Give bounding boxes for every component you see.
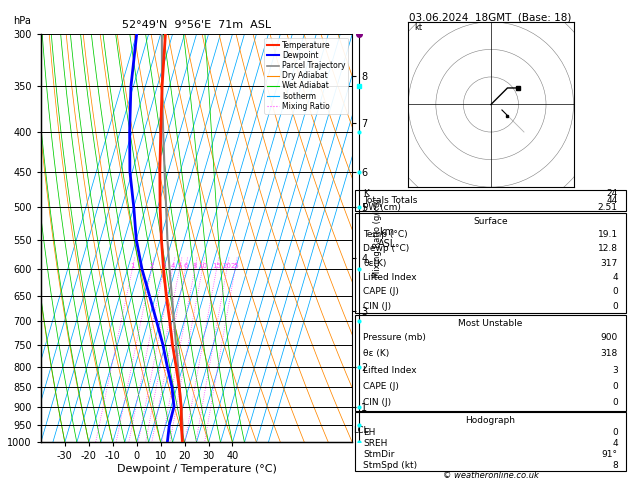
Text: 2: 2	[150, 263, 154, 269]
Text: Surface: Surface	[473, 217, 508, 226]
Bar	[355, 190, 626, 211]
Text: kt: kt	[414, 23, 422, 32]
Text: 900: 900	[601, 333, 618, 342]
Text: 0: 0	[612, 382, 618, 391]
Text: 24: 24	[606, 189, 618, 198]
Text: 0: 0	[612, 302, 618, 311]
Text: © weatheronline.co.uk: © weatheronline.co.uk	[443, 471, 538, 480]
Text: Lifted Index: Lifted Index	[364, 273, 417, 282]
Text: 3: 3	[162, 263, 166, 269]
Text: Temp (°C): Temp (°C)	[364, 230, 408, 239]
Text: 0: 0	[612, 398, 618, 407]
Y-axis label: km
ASL: km ASL	[378, 227, 396, 249]
Text: CIN (J): CIN (J)	[364, 398, 392, 407]
Text: θε (K): θε (K)	[364, 349, 390, 358]
Text: CAPE (J): CAPE (J)	[364, 287, 399, 296]
Text: CIN (J): CIN (J)	[364, 302, 392, 311]
Text: 3: 3	[612, 365, 618, 375]
Text: 0: 0	[612, 287, 618, 296]
Title: 52°49'N  9°56'E  71m  ASL: 52°49'N 9°56'E 71m ASL	[122, 20, 271, 31]
Text: K: K	[364, 189, 369, 198]
Text: Pressure (mb): Pressure (mb)	[364, 333, 426, 342]
Text: Dewp (°C): Dewp (°C)	[364, 244, 409, 254]
Text: Lifted Index: Lifted Index	[364, 365, 417, 375]
Text: 12.8: 12.8	[598, 244, 618, 254]
Text: 317: 317	[601, 259, 618, 268]
Text: θε(K): θε(K)	[364, 259, 387, 268]
Text: 1: 1	[130, 263, 135, 269]
Bar	[355, 315, 626, 411]
Text: 4: 4	[612, 273, 618, 282]
Text: 4: 4	[170, 263, 175, 269]
Text: 25: 25	[231, 263, 240, 269]
Text: 8: 8	[192, 263, 197, 269]
Text: 44: 44	[606, 196, 618, 205]
Text: Mixing Ratio (g/kg): Mixing Ratio (g/kg)	[372, 198, 382, 278]
Bar	[355, 213, 626, 313]
Text: hPa: hPa	[13, 16, 31, 26]
Text: EH: EH	[364, 428, 376, 437]
Text: 2.51: 2.51	[598, 203, 618, 212]
Text: CAPE (J): CAPE (J)	[364, 382, 399, 391]
Bar	[355, 412, 626, 471]
Text: 15: 15	[212, 263, 221, 269]
Text: Most Unstable: Most Unstable	[459, 319, 523, 328]
Text: 6: 6	[183, 263, 187, 269]
Text: 03.06.2024  18GMT  (Base: 18): 03.06.2024 18GMT (Base: 18)	[409, 12, 572, 22]
Text: 0: 0	[612, 428, 618, 437]
Text: StmDir: StmDir	[364, 450, 395, 459]
Text: 19.1: 19.1	[598, 230, 618, 239]
Text: 91°: 91°	[602, 450, 618, 459]
Text: SREH: SREH	[364, 439, 388, 448]
Text: 5: 5	[177, 263, 182, 269]
Text: StmSpd (kt): StmSpd (kt)	[364, 461, 418, 470]
Text: 318: 318	[601, 349, 618, 358]
Text: PW (cm): PW (cm)	[364, 203, 401, 212]
Legend: Temperature, Dewpoint, Parcel Trajectory, Dry Adiabat, Wet Adiabat, Isotherm, Mi: Temperature, Dewpoint, Parcel Trajectory…	[264, 38, 348, 114]
Text: LCL: LCL	[353, 426, 369, 434]
Text: 10: 10	[198, 263, 207, 269]
X-axis label: Dewpoint / Temperature (°C): Dewpoint / Temperature (°C)	[116, 464, 277, 474]
Text: 4: 4	[612, 439, 618, 448]
Text: Hodograph: Hodograph	[465, 417, 516, 425]
Text: 8: 8	[612, 461, 618, 470]
Text: Totals Totals: Totals Totals	[364, 196, 418, 205]
Text: 20: 20	[223, 263, 231, 269]
